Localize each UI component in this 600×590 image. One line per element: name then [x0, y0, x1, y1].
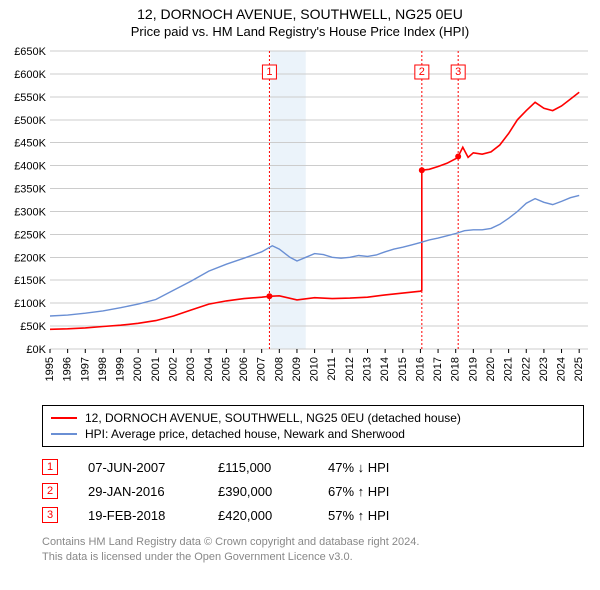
svg-text:2016: 2016 — [414, 357, 426, 381]
page-subtitle: Price paid vs. HM Land Registry's House … — [0, 24, 600, 39]
svg-text:£250K: £250K — [14, 229, 46, 241]
sale-price: £420,000 — [218, 508, 298, 523]
sale-rel: 57% ↑ HPI — [328, 508, 389, 523]
svg-text:£100K: £100K — [14, 298, 46, 310]
svg-text:2006: 2006 — [238, 357, 250, 381]
sale-num-box: 2 — [42, 483, 58, 499]
svg-text:2005: 2005 — [220, 357, 232, 381]
sale-num-box: 1 — [42, 459, 58, 475]
svg-text:2008: 2008 — [273, 357, 285, 381]
svg-text:2019: 2019 — [467, 357, 479, 381]
chart-svg: £0K £50K £100K £150K £200K £250K £300K £350K £40… — [6, 47, 594, 397]
svg-text:2000: 2000 — [132, 357, 144, 381]
svg-text:2009: 2009 — [291, 357, 303, 381]
svg-text:1995: 1995 — [44, 357, 56, 381]
svg-text:2007: 2007 — [256, 357, 268, 381]
svg-text:2001: 2001 — [150, 357, 162, 381]
svg-text:2018: 2018 — [450, 357, 462, 381]
sale-price: £115,000 — [218, 460, 298, 475]
svg-text:£50K: £50K — [20, 321, 46, 333]
sale-date: 29-JAN-2016 — [88, 484, 188, 499]
svg-text:£550K: £550K — [14, 92, 46, 104]
svg-text:2012: 2012 — [344, 357, 356, 381]
svg-text:£400K: £400K — [14, 161, 46, 173]
svg-text:2025: 2025 — [573, 357, 585, 381]
svg-text:£350K: £350K — [14, 184, 46, 196]
svg-text:2014: 2014 — [379, 357, 391, 381]
svg-text:£0K: £0K — [26, 344, 46, 356]
legend-row: 12, DORNOCH AVENUE, SOUTHWELL, NG25 0EU … — [51, 410, 575, 426]
legend-swatch — [51, 417, 77, 419]
svg-text:2013: 2013 — [362, 357, 374, 381]
svg-text:2003: 2003 — [185, 357, 197, 381]
legend-row: HPI: Average price, detached house, Newa… — [51, 426, 575, 442]
sale-date: 19-FEB-2018 — [88, 508, 188, 523]
legend-label: HPI: Average price, detached house, Newa… — [85, 427, 405, 441]
legend-swatch — [51, 433, 77, 435]
svg-text:£650K: £650K — [14, 47, 46, 58]
svg-text:1996: 1996 — [62, 357, 74, 381]
footer-line2: This data is licensed under the Open Gov… — [42, 550, 584, 565]
svg-text:2: 2 — [419, 66, 425, 78]
sale-num-box: 3 — [42, 507, 58, 523]
footer: Contains HM Land Registry data © Crown c… — [42, 535, 584, 565]
sale-row: 2 29-JAN-2016 £390,000 67% ↑ HPI — [42, 479, 584, 503]
svg-text:£300K: £300K — [14, 206, 46, 218]
price-chart: £0K £50K £100K £150K £200K £250K £300K £350K £40… — [6, 47, 594, 397]
svg-text:£200K: £200K — [14, 252, 46, 264]
sale-row: 3 19-FEB-2018 £420,000 57% ↑ HPI — [42, 503, 584, 527]
svg-text:2023: 2023 — [538, 357, 550, 381]
sale-rel: 67% ↑ HPI — [328, 484, 389, 499]
sale-row: 1 07-JUN-2007 £115,000 47% ↓ HPI — [42, 455, 584, 479]
svg-text:£150K: £150K — [14, 275, 46, 287]
svg-text:2020: 2020 — [485, 357, 497, 381]
svg-text:1: 1 — [266, 66, 272, 78]
svg-text:£500K: £500K — [14, 115, 46, 127]
svg-text:2017: 2017 — [432, 357, 444, 381]
footer-line1: Contains HM Land Registry data © Crown c… — [42, 535, 584, 550]
svg-text:2010: 2010 — [309, 357, 321, 381]
svg-text:1999: 1999 — [115, 357, 127, 381]
svg-text:2021: 2021 — [503, 357, 515, 381]
sale-rel: 47% ↓ HPI — [328, 460, 389, 475]
svg-text:£600K: £600K — [14, 69, 46, 81]
svg-text:2002: 2002 — [167, 357, 179, 381]
legend-label: 12, DORNOCH AVENUE, SOUTHWELL, NG25 0EU … — [85, 411, 461, 425]
svg-text:2022: 2022 — [520, 357, 532, 381]
sale-price: £390,000 — [218, 484, 298, 499]
svg-text:2024: 2024 — [556, 357, 568, 381]
svg-text:2004: 2004 — [203, 357, 215, 381]
legend: 12, DORNOCH AVENUE, SOUTHWELL, NG25 0EU … — [42, 405, 584, 447]
svg-text:3: 3 — [455, 66, 461, 78]
sales-table: 1 07-JUN-2007 £115,000 47% ↓ HPI 2 29-JAN-201… — [42, 455, 584, 527]
svg-text:£450K: £450K — [14, 138, 46, 150]
page-title: 12, DORNOCH AVENUE, SOUTHWELL, NG25 0EU — [0, 6, 600, 22]
svg-text:2015: 2015 — [397, 357, 409, 381]
svg-text:1997: 1997 — [79, 357, 91, 381]
svg-text:1998: 1998 — [97, 357, 109, 381]
sale-date: 07-JUN-2007 — [88, 460, 188, 475]
svg-text:2011: 2011 — [326, 357, 338, 381]
